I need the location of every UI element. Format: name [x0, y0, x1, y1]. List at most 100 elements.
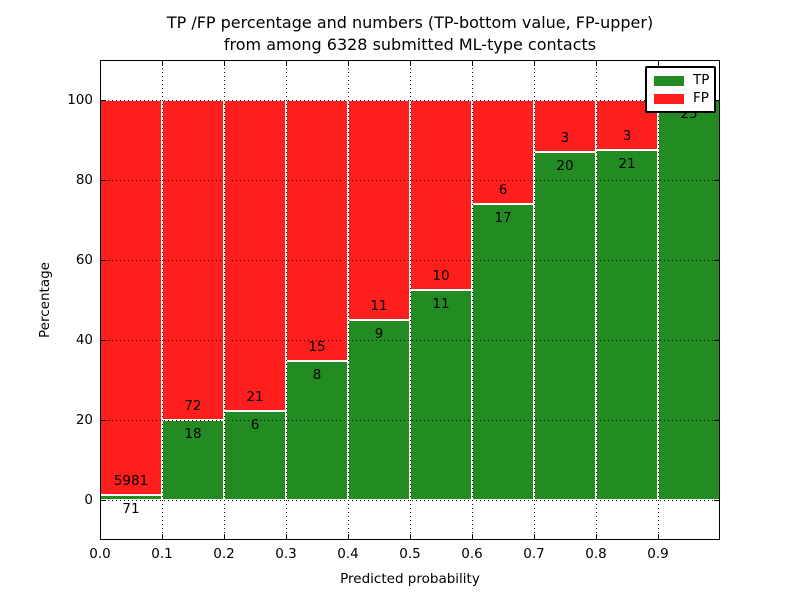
y-tick-mark [101, 499, 106, 501]
x-tick-label: 0.5 [399, 546, 421, 562]
legend-label-fp: FP [693, 90, 709, 106]
x-tick-mark [285, 534, 287, 539]
bar-segment-fp [348, 100, 410, 320]
y-tick-mark-right [714, 259, 719, 261]
x-tick-mark [99, 534, 101, 539]
y-tick-mark [101, 99, 106, 101]
y-tick-mark-right [714, 179, 719, 181]
bar-count-label-tp: 17 [494, 210, 512, 227]
legend-label-tp: TP [693, 72, 710, 88]
chart-title-line2: from among 6328 submitted ML-type contac… [223, 35, 597, 54]
grid-line-v [410, 60, 411, 540]
bar-count-label-fp: 3 [622, 128, 632, 144]
grid-line-v [534, 60, 535, 540]
x-tick-mark-top [657, 61, 659, 66]
grid-line-v [596, 60, 597, 540]
bar-segment-tp [658, 100, 720, 500]
bar-segment-tp [224, 411, 286, 500]
bar-count-label-tp: 18 [184, 426, 202, 442]
bar-segment-fp [410, 100, 472, 291]
x-tick-mark-top [595, 61, 597, 66]
x-tick-label: 0.0 [89, 546, 111, 562]
y-tick-mark-right [714, 339, 719, 341]
bar-count-label-fp: 15 [308, 338, 326, 355]
bar-segment-tp [596, 150, 658, 500]
bar-count-label-tp: 20 [556, 158, 574, 175]
x-tick-mark-top [409, 61, 411, 66]
legend-item-fp: FP [654, 90, 709, 106]
x-axis-label: Predicted probability [340, 571, 480, 587]
grid-line-v [224, 60, 225, 540]
bar-count-label-fp: 5981 [113, 473, 149, 490]
y-tick-label: 100 [67, 92, 93, 108]
grid-line-v [348, 60, 349, 540]
bar-count-label-fp: 11 [370, 298, 388, 314]
grid-line-v [162, 60, 163, 540]
x-tick-mark [223, 534, 225, 539]
bar-segment-tp [472, 204, 534, 500]
x-tick-label: 0.1 [151, 546, 173, 562]
x-tick-label: 0.3 [275, 546, 297, 562]
bar-count-label-fp: 10 [432, 268, 450, 285]
bar-segment-tp [534, 152, 596, 500]
x-tick-label: 0.6 [461, 546, 483, 562]
bar-count-label-fp: 21 [246, 389, 264, 406]
bar-segment-fp [286, 100, 348, 361]
x-tick-mark-top [533, 61, 535, 66]
legend-item-tp: TP [654, 72, 710, 88]
x-tick-mark [471, 534, 473, 539]
bar-count-label-fp: 6 [498, 182, 508, 199]
y-tick-label: 0 [84, 492, 93, 508]
bar-segment-tp [348, 320, 410, 500]
x-tick-label: 0.8 [585, 546, 607, 562]
y-tick-mark-right [714, 499, 719, 501]
x-tick-mark [161, 534, 163, 539]
bar-count-label-tp: 9 [374, 326, 384, 342]
x-tick-mark [533, 534, 535, 539]
y-tick-label: 80 [75, 172, 93, 188]
x-tick-mark [347, 534, 349, 539]
chart-title: TP /FP percentage and numbers (TP-bottom… [100, 12, 720, 56]
x-tick-mark-top [99, 61, 101, 66]
bar-segment-fp [224, 100, 286, 412]
bar-count-label-fp: 72 [184, 398, 202, 414]
y-tick-mark-right [714, 99, 719, 101]
x-tick-mark [409, 534, 411, 539]
y-tick-label: 40 [75, 332, 93, 348]
grid-line-v [658, 60, 659, 540]
bar-count-label-tp: 71 [122, 501, 140, 518]
x-tick-label: 0.9 [647, 546, 669, 562]
legend-swatch-tp [654, 75, 684, 86]
y-axis-label: Percentage [37, 262, 53, 338]
bar-count-label-tp: 6 [250, 417, 260, 434]
x-tick-label: 0.2 [213, 546, 235, 562]
plot-area: 5981 71 72 18 21 6 15 8 11 9 10 11 6 17 3 20 3 21 25 [100, 60, 720, 540]
x-tick-label: 0.4 [337, 546, 359, 562]
legend-swatch-fp [654, 93, 684, 104]
bar-segment-tp [162, 420, 224, 500]
y-tick-label: 20 [75, 412, 93, 428]
x-tick-mark-top [347, 61, 349, 66]
chart-title-line1: TP /FP percentage and numbers (TP-bottom… [166, 13, 654, 32]
y-tick-mark [101, 259, 106, 261]
y-tick-label: 60 [75, 252, 93, 268]
bar-count-label-fp: 3 [560, 130, 570, 147]
x-tick-mark-top [223, 61, 225, 66]
bar-segment-tp [410, 290, 472, 500]
bar-segment-fp [100, 100, 162, 496]
legend: TP FP [645, 66, 716, 113]
y-tick-mark-right [714, 419, 719, 421]
bar-count-label-tp: 8 [312, 366, 322, 383]
x-tick-mark-top [161, 61, 163, 66]
grid-line-v [286, 60, 287, 540]
bar-segment-tp [286, 360, 348, 500]
y-tick-mark [101, 179, 106, 181]
x-tick-mark [657, 534, 659, 539]
grid-line-v [472, 60, 473, 540]
y-tick-mark [101, 419, 106, 421]
x-tick-label: 0.7 [523, 546, 545, 562]
x-tick-mark-top [471, 61, 473, 66]
y-tick-mark [101, 339, 106, 341]
bar-count-label-tp: 21 [618, 156, 636, 172]
